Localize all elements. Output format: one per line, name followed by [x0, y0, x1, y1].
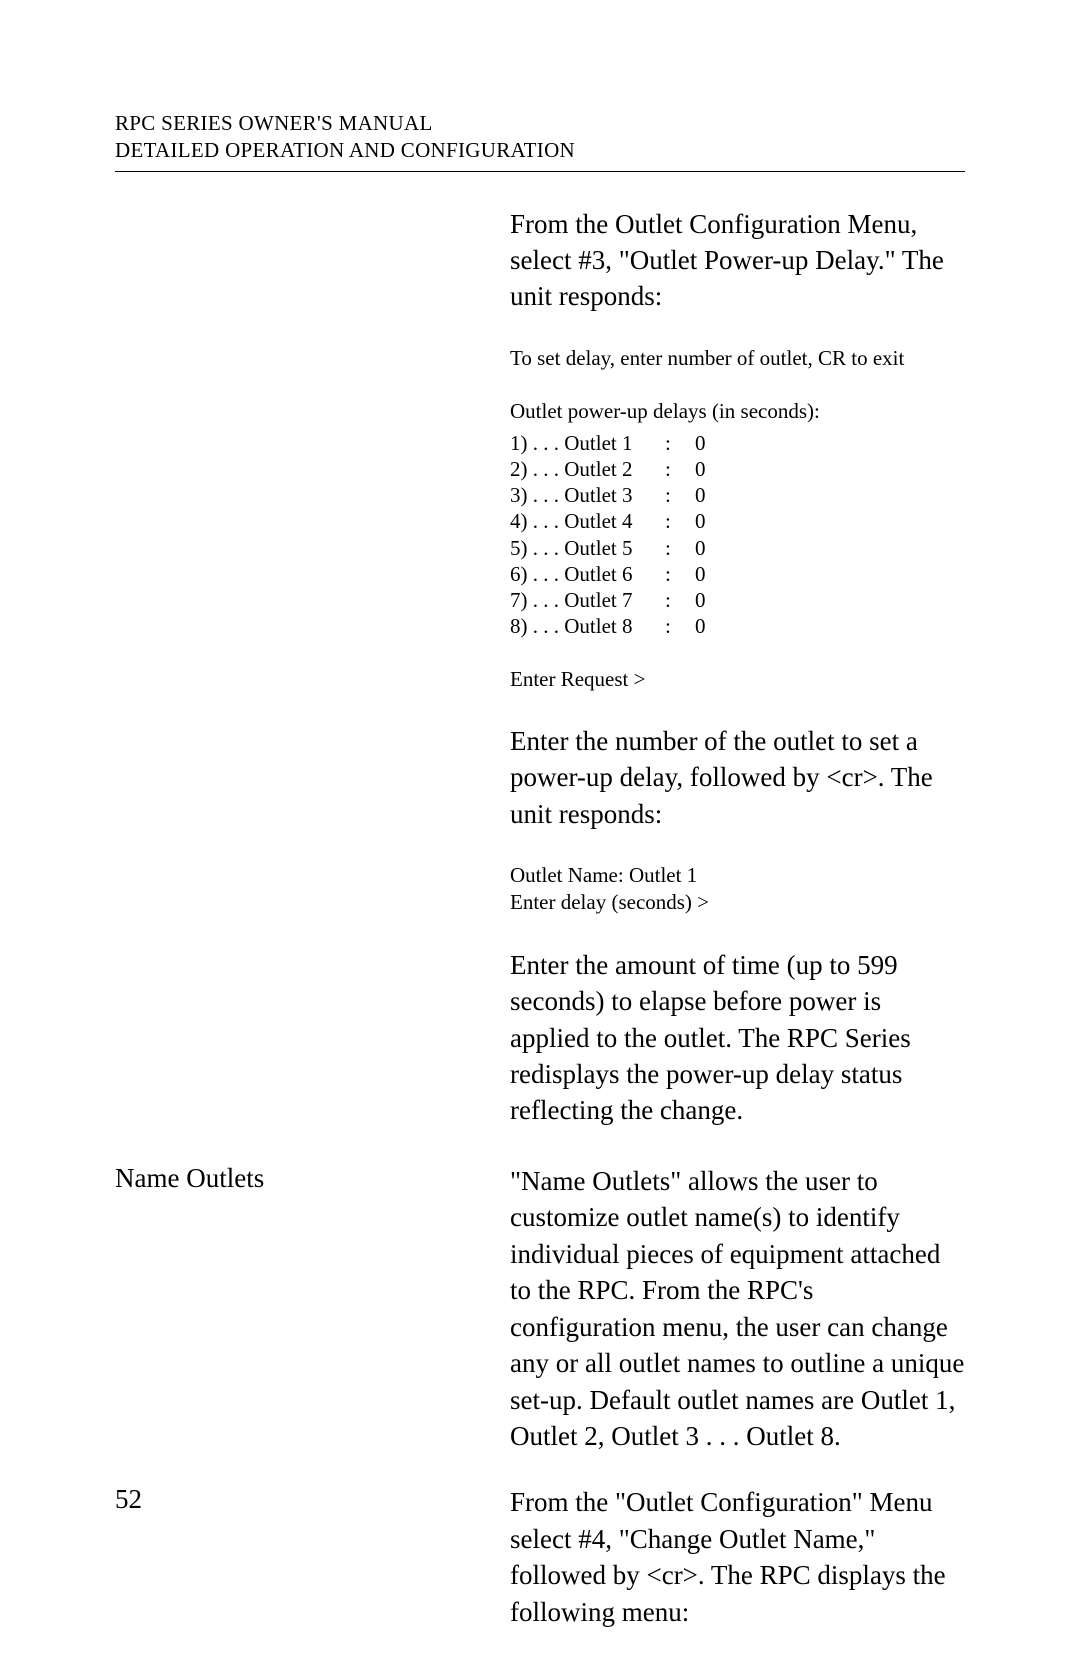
terminal-output-2: Outlet Name: Outlet 1 Enter delay (secon… [510, 862, 965, 917]
section-name-outlets: Name Outlets "Name Outlets" allows the u… [115, 1163, 965, 1660]
table-row: 3) . . . Outlet 3:0 [510, 482, 965, 508]
section-heading: Name Outlets [115, 1163, 510, 1194]
header-title-1: RPC SERIES OWNER'S MANUAL [115, 110, 965, 137]
content-area: From the Outlet Configuration Menu, sele… [115, 206, 965, 1163]
table-row: 7) . . . Outlet 7:0 [510, 587, 965, 613]
header-title-2: DETAILED OPERATION AND CONFIGURATION [115, 137, 965, 164]
paragraph-1: From the Outlet Configuration Menu, sele… [510, 206, 965, 315]
page-header: RPC SERIES OWNER'S MANUAL DETAILED OPERA… [115, 110, 965, 165]
outlet-delay-table: 1) . . . Outlet 1:0 2) . . . Outlet 2:0 … [510, 430, 965, 640]
table-row: 5) . . . Outlet 5:0 [510, 535, 965, 561]
terminal-heading: Outlet power-up delays (in seconds): [510, 398, 965, 425]
table-row: 2) . . . Outlet 2:0 [510, 456, 965, 482]
right-column: From the Outlet Configuration Menu, sele… [510, 206, 965, 1163]
table-row: 8) . . . Outlet 8:0 [510, 613, 965, 639]
table-row: 1) . . . Outlet 1:0 [510, 430, 965, 456]
left-column [115, 206, 510, 1163]
terminal-output-1: To set delay, enter number of outlet, CR… [510, 345, 965, 693]
paragraph-2: Enter the number of the outlet to set a … [510, 723, 965, 832]
paragraph-name-outlets-2: From the "Outlet Configuration" Menu sel… [510, 1484, 965, 1630]
enter-delay-prompt: Enter delay (seconds) > [510, 889, 965, 916]
table-row: 6) . . . Outlet 6:0 [510, 561, 965, 587]
paragraph-3: Enter the amount of time (up to 599 seco… [510, 947, 965, 1129]
terminal-prompt: Enter Request > [510, 666, 965, 693]
outlet-name-line: Outlet Name: Outlet 1 [510, 862, 965, 889]
left-column-2: Name Outlets [115, 1163, 510, 1660]
table-row: 4) . . . Outlet 4:0 [510, 508, 965, 534]
paragraph-name-outlets-1: "Name Outlets" allows the user to custom… [510, 1163, 965, 1455]
page-number: 52 [115, 1484, 142, 1515]
header-divider [115, 171, 965, 172]
right-column-2: "Name Outlets" allows the user to custom… [510, 1163, 965, 1660]
terminal-instruction: To set delay, enter number of outlet, CR… [510, 345, 965, 372]
